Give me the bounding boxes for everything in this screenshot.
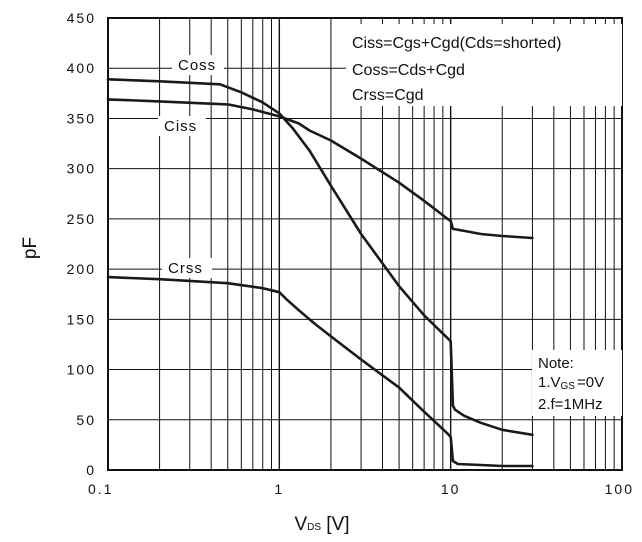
y-tick-label: 100	[67, 362, 96, 378]
note-box: Note: 1.VGS =0V 2.f=1MHz	[532, 350, 622, 416]
legend-item-ciss: Ciss=Cgs+Cgd(Cds=shorted)	[352, 35, 561, 52]
y-axis-title: pF	[20, 237, 41, 259]
y-tick-label: 50	[76, 412, 96, 428]
note-line-1-post: =0V	[577, 374, 604, 391]
series-line-coss	[106, 78, 534, 437]
note-line-2: 2.f=1MHz	[538, 396, 603, 413]
y-tick-labels: 0 50 100 150 200 250 300 350 400 450	[67, 10, 96, 478]
note-line-1: 1.VGS =0V	[538, 374, 604, 392]
curve-label-ciss: Ciss	[158, 116, 206, 136]
legend-item-crss: Crss=Cgd	[352, 87, 424, 104]
note-line-1-pre: 1.V	[538, 374, 561, 391]
note-title: Note:	[538, 355, 574, 372]
x-axis-title-tail: [V]	[321, 514, 350, 535]
x-tick-label: 0.1	[88, 481, 113, 497]
curve-label-ciss-text: Ciss	[164, 118, 197, 135]
y-tick-label: 0	[86, 462, 96, 478]
legend-item-coss: Coss=Cds+Cgd	[352, 62, 465, 79]
y-tick-label: 200	[67, 261, 96, 277]
curve-label-crss: Crss	[162, 258, 212, 278]
y-tick-label: 400	[67, 60, 96, 76]
series-line-crss	[106, 275, 534, 468]
x-axis-title-sub: DS	[307, 522, 321, 533]
series-line-ciss	[106, 98, 534, 240]
x-tick-label: 1	[274, 481, 284, 497]
series-layer	[106, 78, 534, 468]
x-tick-labels: 0.1 1 10 100	[88, 481, 634, 497]
curve-label-coss: Coss	[172, 55, 224, 75]
y-tick-label: 150	[67, 311, 96, 327]
y-tick-label: 250	[67, 211, 96, 227]
curve-label-coss-text: Coss	[178, 57, 216, 74]
y-tick-label: 300	[67, 161, 96, 177]
legend: Ciss=Cgs+Cgd(Cds=shorted) Coss=Cds+Cgd C…	[346, 24, 622, 106]
plot-frame	[107, 17, 623, 471]
x-tick-label: 100	[605, 481, 634, 497]
x-tick-label: 10	[441, 481, 461, 497]
curve-label-crss-text: Crss	[168, 260, 203, 277]
note-line-1-sub: GS	[561, 381, 576, 392]
y-tick-label: 350	[67, 110, 96, 126]
y-tick-label: 450	[67, 10, 96, 26]
x-axis-title: VDS [V]	[294, 514, 349, 535]
x-axis-title-main: V	[294, 514, 307, 535]
